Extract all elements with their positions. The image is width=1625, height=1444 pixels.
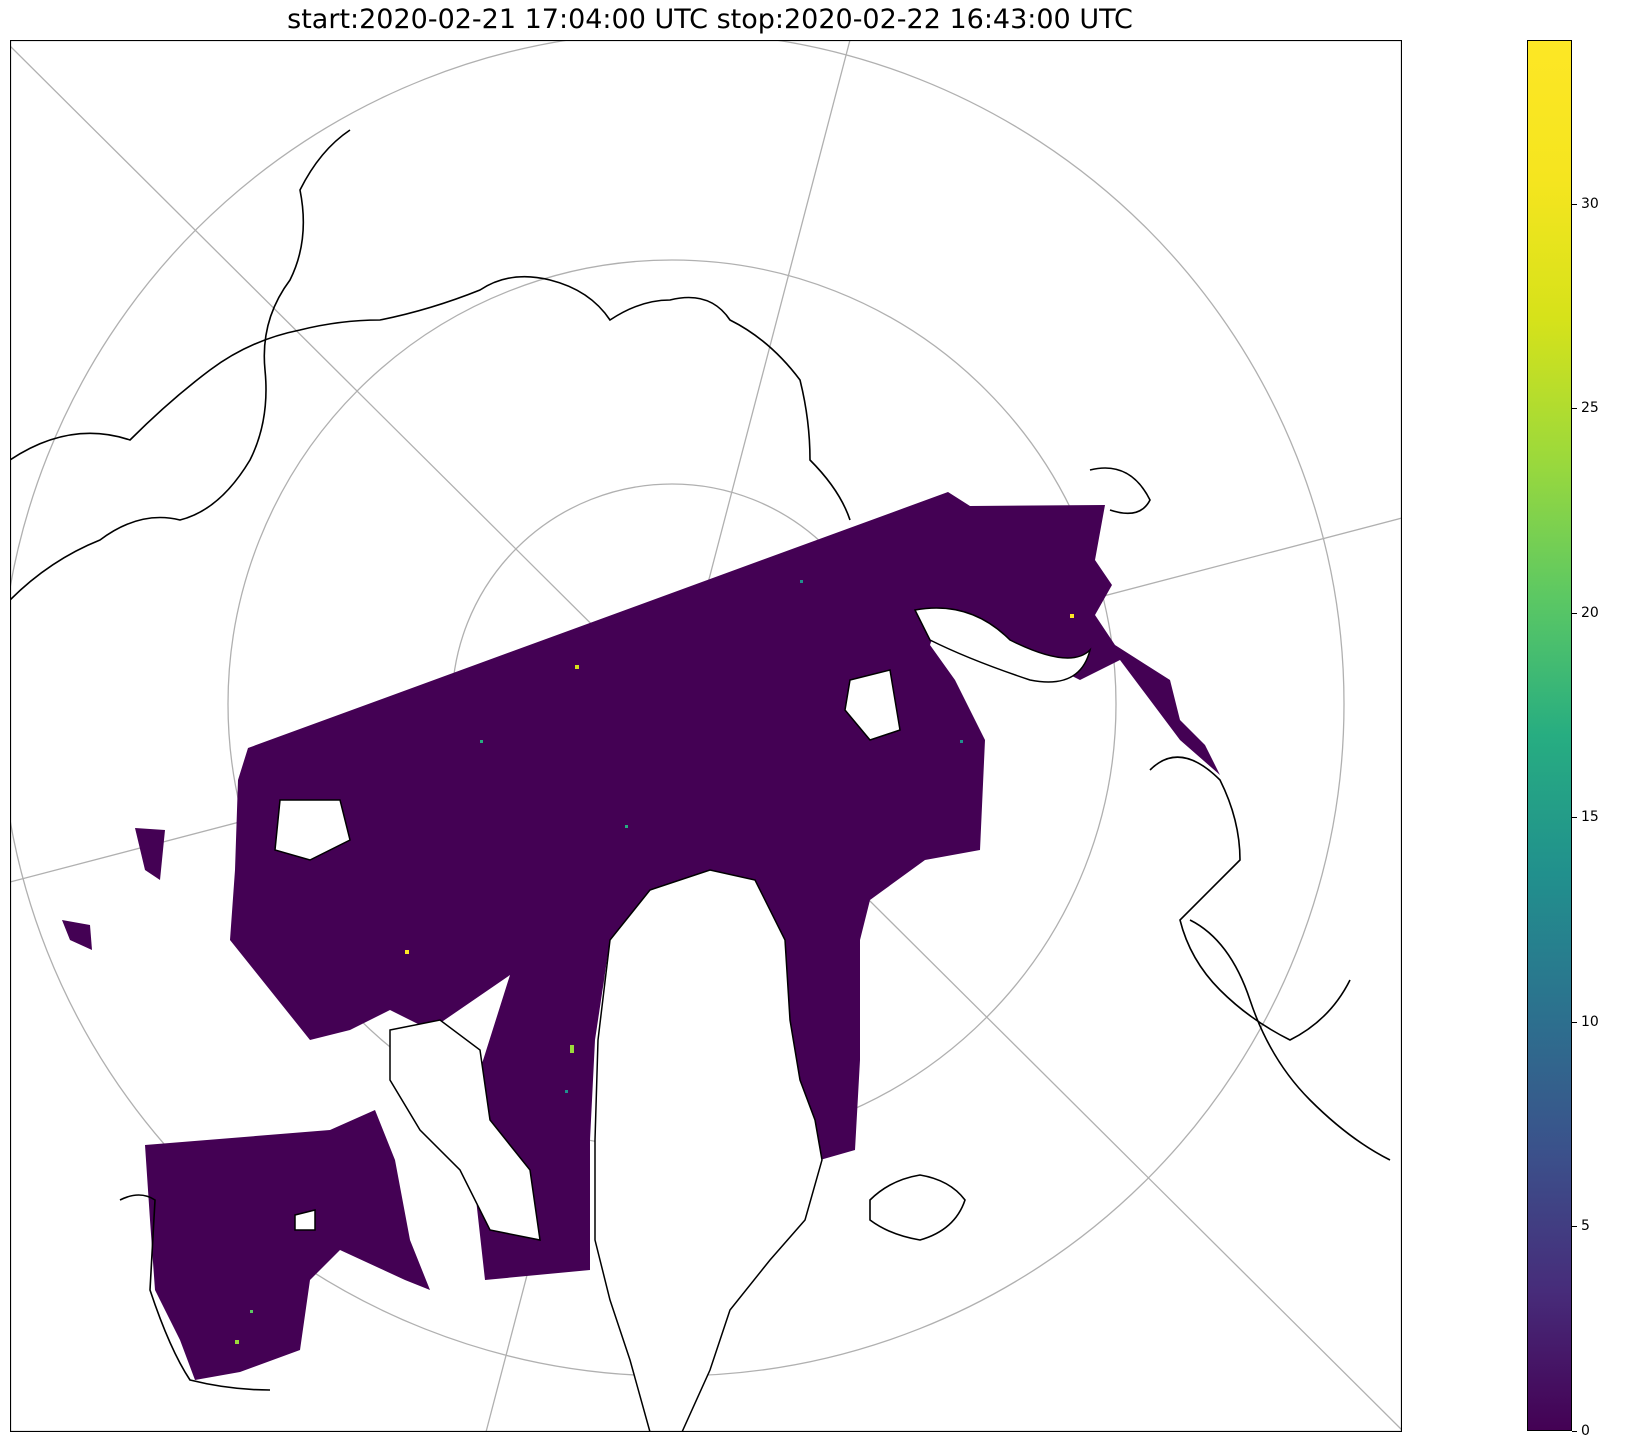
map-border [10,40,1402,1432]
pixel-mid-5 [250,1310,253,1313]
swath-main [230,492,1220,1280]
colorbar-tick-label: 20 [1581,605,1599,621]
coast-europe [1149,756,1351,1041]
colorbar-tick-label: 5 [1581,1218,1590,1234]
pixel-mid-6 [480,740,483,743]
colorbar-tick-mark [1572,408,1577,409]
pixel-mid-4 [565,1090,568,1093]
data-swath [62,492,1220,1380]
colorbar-tick-mark [1572,1226,1577,1227]
pixel-mid-1 [625,825,628,828]
colorbar-tick-label: 0 [1581,1423,1590,1439]
coast-hudson-bay [119,1194,271,1391]
coast-scandinavia [1189,919,1391,1161]
novaya-zemlya-landmask [913,607,1092,683]
polar-map [10,40,1402,1432]
colorbar-tick-mark [1572,817,1577,818]
colorbar-tick-label: 30 [1581,196,1599,212]
pixel-high-3 [570,1045,574,1053]
coast-alaska-siberia [10,275,851,521]
colorbar-tick-mark [1572,613,1577,614]
coast-east-siberia [1089,467,1151,515]
svalbard-landmask [844,669,901,741]
coast-iceland [869,1174,966,1241]
swath-patch-2 [62,920,92,950]
colorbar [1527,40,1572,1431]
colorbar-tick-label: 10 [1581,1014,1599,1030]
pixel-mid-2 [800,580,803,583]
coastlines [10,129,1391,1391]
pixel-high-1 [575,665,579,669]
coast-canada-west [10,129,351,601]
victoria-island-landmask [274,799,351,861]
colorbar-tick-mark [1572,204,1577,205]
pixel-mid-3 [960,740,963,743]
southampton-landmask [294,1209,316,1231]
pixel-high-5 [405,950,409,954]
land-masks [274,607,1092,1432]
baffin-island-landmask [389,1019,541,1241]
colorbar-tick-label: 25 [1581,400,1599,416]
high-value-pixels [235,580,1074,1344]
swath-patch-1 [135,828,165,880]
colorbar-tick-mark [1572,1022,1577,1023]
swath-southwest [145,1110,430,1380]
greenland-landmask [594,869,823,1432]
colorbar-tick-mark [1572,1431,1577,1432]
chart-title: start:2020-02-21 17:04:00 UTC stop:2020-… [287,4,1133,35]
pixel-high-2 [1070,614,1074,618]
pixel-high-4 [235,1340,239,1344]
colorbar-tick-label: 15 [1581,809,1599,825]
